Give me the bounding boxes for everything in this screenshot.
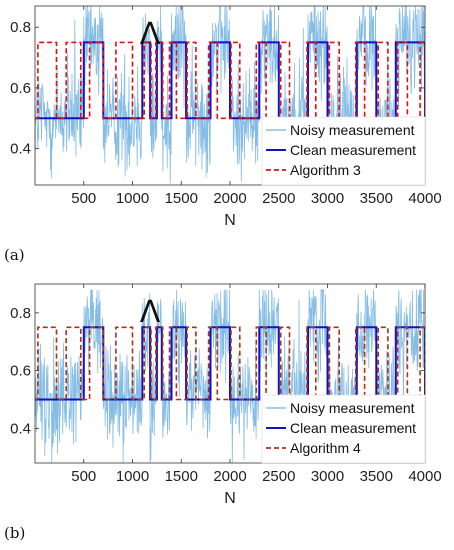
x-tick-label: 1500 — [165, 468, 198, 485]
y-tick-label: 0.8 — [10, 19, 31, 36]
legend: Noisy measurement Clean measurement Algori… — [261, 116, 426, 186]
x-axis-label: N — [224, 490, 236, 507]
x-tick-label: 3500 — [360, 468, 393, 485]
y-tick-label: 0.6 — [10, 363, 31, 380]
legend-label: Noisy measurement — [290, 400, 415, 416]
x-axis-label: N — [224, 212, 236, 229]
x-tick-label: 4000 — [408, 468, 441, 485]
x-tick-label: 2500 — [262, 468, 295, 485]
chart-panel-b: 500 1000 1500 2000 2500 3000 3500 4000 0.4 0.6 0.8… — [0, 278, 454, 550]
panel-label-a: (a) — [4, 246, 25, 264]
panel-label-b: (b) — [4, 524, 26, 542]
x-tick-label: 2500 — [262, 190, 295, 207]
legend-label: Clean measurement — [290, 420, 416, 436]
y-tick-label: 0.4 — [10, 420, 31, 437]
legend-box — [261, 116, 426, 186]
series-algorithm — [35, 326, 425, 401]
plot-area — [35, 6, 425, 185]
x-tick-label: 3000 — [311, 190, 344, 207]
legend-label: Noisy measurement — [290, 122, 415, 138]
x-tick-label: 500 — [71, 190, 96, 207]
x-tick-label: 3500 — [360, 190, 393, 207]
y-tick-label: 0.4 — [10, 141, 31, 158]
legend-box — [261, 394, 426, 464]
x-tick-label: 2000 — [213, 190, 246, 207]
x-tick-label: 1000 — [116, 468, 149, 485]
x-tick-label: 1500 — [165, 190, 198, 207]
x-tick-label: 1000 — [116, 190, 149, 207]
chart-a-svg: 500 1000 1500 2000 2500 3000 3500 4000 0.4 0.6 0.8… — [10, 5, 442, 229]
annotation-lambda: Λ — [140, 17, 161, 52]
chart-b-svg: 500 1000 1500 2000 2500 3000 3500 4000 0.4 0.6 0.8… — [10, 283, 442, 507]
plot-area — [35, 289, 425, 463]
y-tick-label: 0.8 — [10, 305, 31, 322]
series-algorithm — [35, 41, 425, 120]
legend-label: Clean measurement — [290, 142, 416, 158]
x-tick-label: 4000 — [408, 190, 441, 207]
x-tick-label: 3000 — [311, 468, 344, 485]
legend-label: Algorithm 4 — [290, 440, 361, 456]
x-tick-label: 2000 — [213, 468, 246, 485]
legend: Noisy measurement Clean measurement Algori… — [261, 394, 426, 464]
x-tick-label: 500 — [71, 468, 96, 485]
legend-label: Algorithm 3 — [290, 162, 361, 178]
annotation-lambda: Λ — [140, 295, 161, 330]
chart-panel-a: 500 1000 1500 2000 2500 3000 3500 4000 0.4 0.6 0.8… — [0, 0, 454, 272]
y-tick-label: 0.6 — [10, 80, 31, 97]
